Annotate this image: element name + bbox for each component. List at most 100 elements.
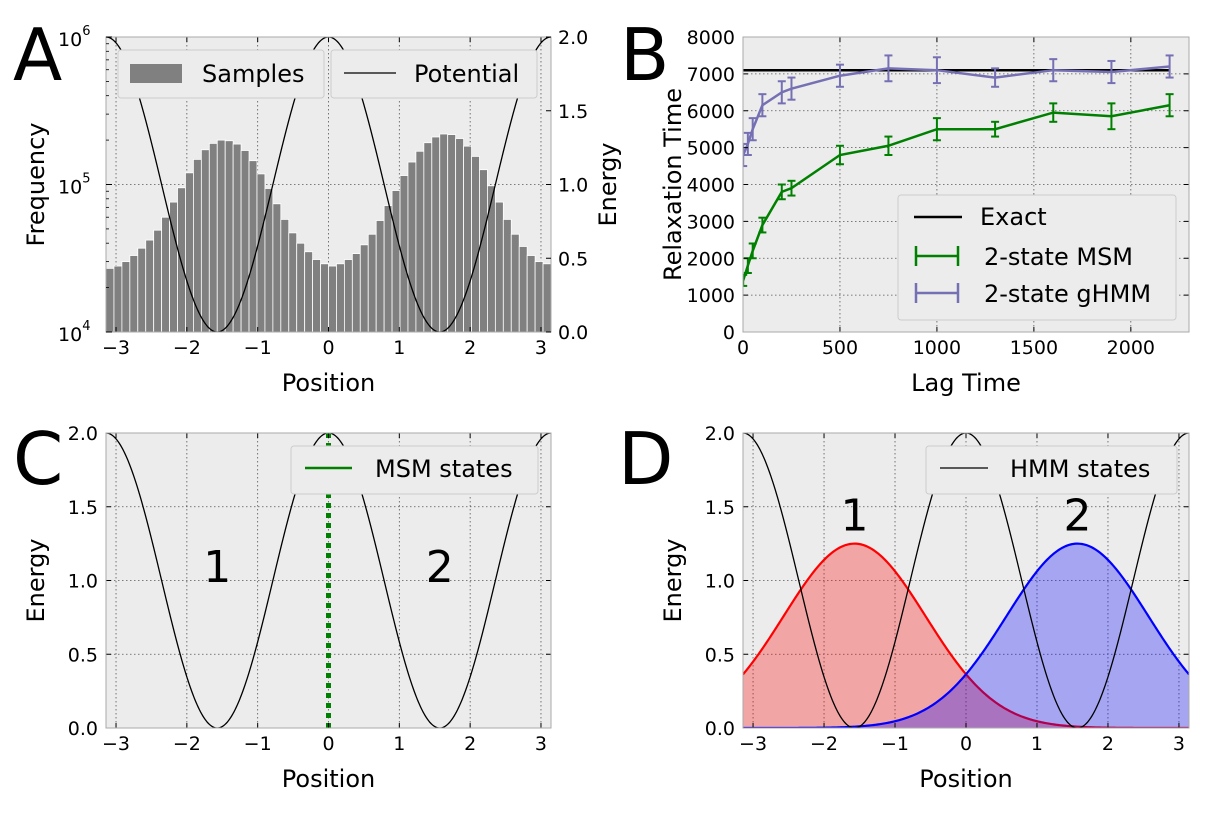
plot-frame <box>105 432 552 729</box>
legend-label-exact: Exact <box>980 203 1047 231</box>
legend-label: 2-state MSM <box>984 243 1133 271</box>
legend-frame <box>925 445 1178 495</box>
legend-label-potential: Potential <box>414 60 519 88</box>
histogram-bar <box>487 185 496 332</box>
x-tick-label: 3 <box>1173 733 1185 755</box>
x-tick-label: 1500 <box>1010 337 1058 359</box>
y-tick-label: 104 <box>58 319 90 346</box>
histogram-bar <box>479 169 488 332</box>
panel-label: D <box>618 417 673 501</box>
histogram-bar <box>343 259 353 332</box>
x-axis-label: Position <box>282 369 375 397</box>
y-right-tick-label: 1.0 <box>558 175 588 197</box>
x-tick-label: 0 <box>737 337 749 359</box>
panel-d: 1 2 −3 −2 −1 0 1 2 3 0.0 0.5 1.0 1.5 2.0 Position Energ… <box>659 423 1190 793</box>
histogram-bar <box>280 218 290 332</box>
y-tick-label: 0.0 <box>705 718 735 740</box>
histogram-bar <box>463 145 472 332</box>
y-tick-label: 2.0 <box>68 423 98 445</box>
y-tick-label: 7000 <box>687 64 735 86</box>
legend-frame <box>117 49 325 99</box>
x-axis-label: Position <box>919 765 1012 793</box>
panel-label: C <box>13 417 63 501</box>
y-right-tick-label: 0.5 <box>558 248 588 270</box>
x-tick-label: 1 <box>393 337 405 359</box>
histogram-bar <box>129 255 139 332</box>
x-axis-label: Lag Time <box>911 369 1021 397</box>
legend-swatch-samples <box>130 64 182 83</box>
x-tick-label: 0 <box>960 733 972 755</box>
state-label: 2 <box>426 542 454 593</box>
x-tick-label: 2 <box>1102 733 1114 755</box>
x-tick-label: 1 <box>1031 733 1043 755</box>
x-tick-label: −1 <box>244 337 272 359</box>
state-label: 1 <box>203 542 231 593</box>
x-tick-label: 2000 <box>1107 337 1155 359</box>
histogram-bar <box>447 134 457 332</box>
legend-label-samples: Samples <box>202 60 305 88</box>
legend-label: 2-state gHMM <box>984 280 1151 308</box>
y-right-tick-label: 0.0 <box>558 322 588 344</box>
histogram-bar <box>431 136 441 332</box>
y-right-tick-label: 2.0 <box>558 27 588 49</box>
x-tick-label: −2 <box>810 733 838 755</box>
y-tick-label: 105 <box>58 172 90 199</box>
y-tick-label: 6000 <box>687 101 735 123</box>
histogram-bar <box>161 216 170 332</box>
histogram-bar <box>367 233 377 332</box>
potential-curve <box>743 433 1189 728</box>
histogram-bar <box>106 267 115 332</box>
histogram-bar <box>208 142 218 332</box>
x-tick-label: 3 <box>535 337 547 359</box>
state-1-fill <box>743 543 1189 728</box>
legend-frame <box>330 49 538 99</box>
x-tick-label: −1 <box>881 733 909 755</box>
histogram-bar <box>185 172 194 332</box>
histogram-bar <box>415 150 425 332</box>
histogram-bar <box>383 205 393 332</box>
y-tick-label: 106 <box>58 24 90 51</box>
x-tick-label: 2 <box>464 337 476 359</box>
histogram-bar <box>304 251 314 332</box>
histogram-bar <box>439 133 449 332</box>
histogram-bar <box>526 255 536 332</box>
histogram-bar <box>375 220 385 332</box>
y-tick-label: 1.5 <box>705 497 735 519</box>
x-tick-label: 500 <box>822 337 858 359</box>
histogram-bar <box>494 201 504 332</box>
y-right-axis-label: Energy <box>594 142 622 226</box>
histogram-bar <box>177 187 186 332</box>
y-tick-label: 1.0 <box>705 571 735 593</box>
plot-area <box>743 54 1174 287</box>
histogram-bar <box>153 229 163 332</box>
histogram-bar <box>200 149 210 332</box>
histogram-bar <box>391 190 401 332</box>
plot-area <box>106 433 551 728</box>
x-axis-label: Position <box>282 765 375 793</box>
panel-c: 1 2 −3 −2 −1 0 1 2 3 0.0 0.5 1.0 1.5 2.0 Position Energ… <box>22 423 552 793</box>
histogram-bar <box>256 173 266 332</box>
y-tick-label: 0 <box>723 322 735 344</box>
histogram-bar <box>359 244 369 332</box>
state-2-fill <box>743 543 1189 728</box>
y-axis-label: Energy <box>22 538 50 622</box>
y-tick-exponent: 5 <box>82 172 90 187</box>
state-label: 2 <box>1063 491 1091 542</box>
y-tick-label: 2.0 <box>705 423 735 445</box>
histogram-bar <box>224 140 234 332</box>
y-axis-label: Frequency <box>22 123 50 247</box>
y-tick-label: 0.5 <box>705 644 735 666</box>
legend-label-msm: MSM states <box>375 455 513 483</box>
histogram-bar <box>193 158 202 332</box>
x-tick-label: −3 <box>102 337 130 359</box>
histogram-bar <box>296 242 306 332</box>
x-tick-label: −2 <box>173 733 201 755</box>
histogram-bar <box>312 259 321 332</box>
histogram-bar <box>407 161 417 332</box>
histogram-bar <box>328 265 337 332</box>
histogram-bar <box>240 150 250 332</box>
y-tick-exponent: 6 <box>82 24 90 39</box>
y-tick-label: 0.0 <box>68 718 98 740</box>
panel-b: 0 500 1000 1500 2000 0 1000 2000 3000 4000 5000 600… <box>659 27 1190 397</box>
